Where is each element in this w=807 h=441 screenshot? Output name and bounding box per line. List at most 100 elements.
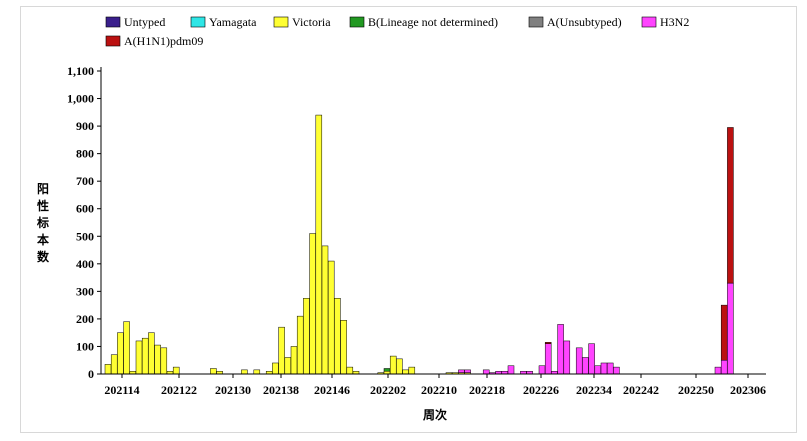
bar-segment <box>210 368 217 375</box>
legend-swatch <box>528 16 544 28</box>
bar-segment <box>606 362 614 375</box>
chart-frame: Untyped Yamagata Victoria B(Lineage not det… <box>20 6 797 433</box>
bar-segment <box>402 369 409 375</box>
legend-swatch <box>641 16 657 28</box>
y-tick-label: 200 <box>76 312 94 326</box>
bar-segment <box>600 362 608 375</box>
y-axis-title-char: 数 <box>37 249 50 264</box>
legend-label: A(H1N1)pdm09 <box>124 34 203 48</box>
x-tick-label: 202130 <box>215 383 251 397</box>
bar-segment <box>464 369 471 373</box>
x-axis: 202114 202122 202130 202138 202146 202202 2022… <box>101 373 766 397</box>
x-tick-label: 202242 <box>623 383 659 397</box>
bar-segment <box>303 298 310 375</box>
bar-segment <box>458 369 465 373</box>
bar-segment <box>594 365 602 375</box>
x-tick-label: 202202 <box>370 383 406 397</box>
x-tick-label: 202122 <box>161 383 197 397</box>
x-tick-label: 202146 <box>314 383 350 397</box>
bar-segment <box>544 343 552 375</box>
x-tick-label: 202234 <box>576 383 612 397</box>
y-tick-label: 700 <box>76 174 94 188</box>
bar-segment <box>284 357 292 375</box>
y-tick-label: 600 <box>76 202 94 216</box>
legend-swatch <box>105 16 121 28</box>
bar-segment <box>278 326 285 375</box>
legend-swatch <box>349 16 365 28</box>
legend-label: Victoria <box>292 15 331 29</box>
bar-segment <box>563 340 571 375</box>
bar-segment <box>315 114 323 375</box>
bar-segment <box>613 366 620 375</box>
y-axis-title-char: 阳 <box>37 181 49 196</box>
bar-segment <box>123 321 130 375</box>
bars <box>104 114 734 375</box>
legend-label: Untyped <box>124 15 165 29</box>
x-tick-label: 202210 <box>421 383 457 397</box>
bar-segment <box>290 346 298 375</box>
x-tick-label: 202138 <box>263 383 299 397</box>
x-tick-label: 202226 <box>523 383 559 397</box>
bar-segment <box>296 315 304 375</box>
bar-segment <box>383 368 391 372</box>
bar-segment <box>135 340 143 375</box>
legend-label: H3N2 <box>660 15 689 29</box>
y-tick-label: 100 <box>76 339 94 353</box>
bar-segment <box>727 282 734 375</box>
bar-segment <box>727 127 734 284</box>
bar-segment <box>714 366 722 375</box>
bar-segment <box>346 366 354 375</box>
y-axis-title-char: 标 <box>36 215 49 230</box>
bar-segment <box>309 233 316 375</box>
bar-segment <box>141 337 149 375</box>
y-tick-label: 900 <box>76 119 94 133</box>
bar-segment <box>148 332 155 375</box>
bar-segment <box>117 332 124 375</box>
bar-segment <box>327 260 335 375</box>
bar-segment <box>172 366 180 375</box>
legend-label: A(Unsubtyped) <box>547 15 622 29</box>
legend-label: B(Lineage not determined) <box>368 15 498 29</box>
bar-segment <box>482 369 490 375</box>
y-tick-label: 1,100 <box>67 64 94 78</box>
y-tick-label: 0 <box>88 367 94 381</box>
bar-segment <box>557 324 564 375</box>
x-tick-label: 202250 <box>678 383 714 397</box>
bar-segment <box>575 347 583 375</box>
bar-segment <box>720 304 728 361</box>
bar-segment <box>582 357 589 375</box>
x-tick-label: 202218 <box>469 383 505 397</box>
y-tick-label: 300 <box>76 284 94 298</box>
bar-segment <box>110 354 118 375</box>
y-axis-title-char: 本 <box>37 232 49 247</box>
bar-segment <box>340 320 347 375</box>
y-axis: 0 100 200 300 400 500 600 700 800 900 1,000 1,100 <box>67 64 102 381</box>
bar-segment <box>720 359 728 375</box>
y-tick-label: 1,000 <box>67 92 94 106</box>
legend-label: Yamagata <box>209 15 257 29</box>
bar-segment <box>396 358 403 375</box>
bar-segment <box>588 343 595 375</box>
bar-segment <box>160 347 168 375</box>
x-axis-title: 周次 <box>423 407 447 422</box>
influenza-positive-chart: Untyped Yamagata Victoria B(Lineage not det… <box>36 15 766 422</box>
legend-swatch <box>273 16 289 28</box>
bar-segment <box>544 342 552 344</box>
bar-segment <box>408 366 416 375</box>
bar-segment <box>507 365 515 375</box>
bar-segment <box>272 362 279 375</box>
legend-swatch <box>190 16 206 28</box>
bar-segment <box>154 344 161 375</box>
bar-segment <box>253 369 261 375</box>
bar-segment <box>389 355 397 375</box>
x-tick-label: 202114 <box>104 383 139 397</box>
bar-segment <box>334 298 341 375</box>
bar-segment <box>321 245 329 375</box>
bar-segment <box>241 369 248 375</box>
legend-swatch <box>105 35 121 47</box>
y-tick-label: 500 <box>76 229 94 243</box>
legend: Untyped Yamagata Victoria B(Lineage not det… <box>105 15 689 48</box>
bar-segment <box>104 364 112 375</box>
y-axis-title-char: 性 <box>36 198 49 213</box>
